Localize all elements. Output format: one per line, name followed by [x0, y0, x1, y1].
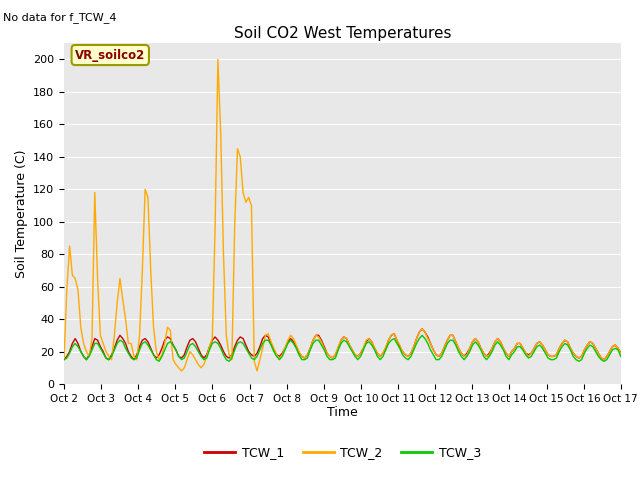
TCW_2 [214, 57, 221, 62]
TCW_1 [572, 354, 580, 360]
TCW_2 [60, 357, 68, 362]
Line: TCW_2: TCW_2 [64, 60, 621, 371]
TCW_2 [178, 368, 186, 374]
TCW_3 [419, 333, 426, 338]
Text: No data for f_TCW_4: No data for f_TCW_4 [3, 12, 116, 23]
Title: Soil CO2 West Temperatures: Soil CO2 West Temperatures [234, 25, 451, 41]
TCW_3 [93, 340, 101, 346]
TCW_1 [60, 357, 68, 362]
TCW_1 [419, 326, 426, 332]
TCW_3 [617, 354, 625, 360]
Line: TCW_3: TCW_3 [64, 336, 621, 361]
TCW_3 [211, 339, 219, 345]
TCW_1 [617, 350, 625, 356]
TCW_1 [93, 337, 101, 343]
TCW_2 [93, 276, 101, 281]
TCW_2 [83, 348, 90, 354]
TCW_1 [209, 337, 216, 343]
TCW_1 [164, 334, 172, 340]
TCW_2 [595, 350, 602, 356]
Legend: TCW_1, TCW_2, TCW_3: TCW_1, TCW_2, TCW_3 [199, 442, 486, 464]
TCW_2 [164, 324, 172, 330]
TCW_3 [60, 357, 68, 362]
TCW_3 [166, 339, 174, 345]
TCW_2 [575, 355, 582, 361]
Line: TCW_1: TCW_1 [64, 329, 621, 360]
Text: VR_soilco2: VR_soilco2 [75, 48, 145, 61]
TCW_2 [211, 225, 219, 231]
X-axis label: Time: Time [327, 407, 358, 420]
TCW_1 [592, 346, 600, 351]
TCW_1 [83, 357, 90, 362]
TCW_3 [595, 354, 602, 360]
TCW_3 [575, 359, 582, 364]
TCW_3 [83, 357, 90, 362]
Y-axis label: Soil Temperature (C): Soil Temperature (C) [15, 149, 28, 278]
TCW_3 [156, 359, 163, 364]
TCW_2 [617, 350, 625, 356]
